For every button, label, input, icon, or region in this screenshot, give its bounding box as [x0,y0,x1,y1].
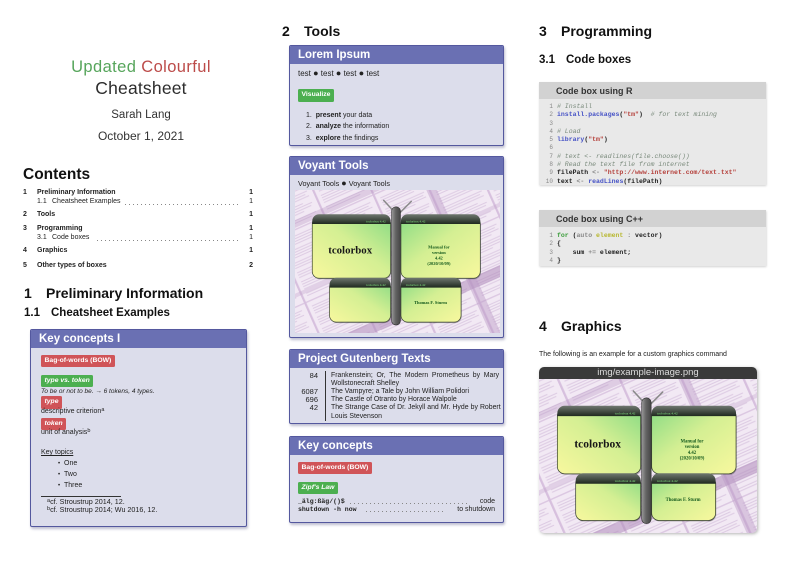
svg-text:tcolorbox 4.42: tcolorbox 4.42 [615,411,636,415]
svg-text:tcolorbox 4.42: tcolorbox 4.42 [406,283,426,287]
svg-text:tcolorbox 4.42: tcolorbox 4.42 [615,479,636,483]
svg-text:version: version [685,445,700,450]
svg-text:Manual for: Manual for [681,439,704,444]
svg-text:4.42: 4.42 [688,451,697,456]
svg-text:tcolorbox: tcolorbox [574,439,621,451]
svg-text:tcolorbox 4.42: tcolorbox 4.42 [366,283,386,287]
svg-text:Thomas F. Sturm: Thomas F. Sturm [666,498,701,503]
svg-text:Manual for: Manual for [428,245,450,250]
svg-text:tcolorbox 4.42: tcolorbox 4.42 [657,479,678,483]
svg-text:tcolorbox 4.42: tcolorbox 4.42 [657,411,678,415]
svg-text:(2020/10/09): (2020/10/09) [680,457,705,462]
svg-text:version: version [432,250,446,255]
svg-text:tcolorbox 4.42: tcolorbox 4.42 [406,219,426,223]
svg-text:(2020/10/09): (2020/10/09) [427,261,451,266]
svg-text:tcolorbox 4.42: tcolorbox 4.42 [366,219,386,223]
svg-text:4.42: 4.42 [435,256,444,261]
svg-text:Thomas F. Sturm: Thomas F. Sturm [414,300,447,305]
svg-text:tcolorbox: tcolorbox [328,245,372,257]
